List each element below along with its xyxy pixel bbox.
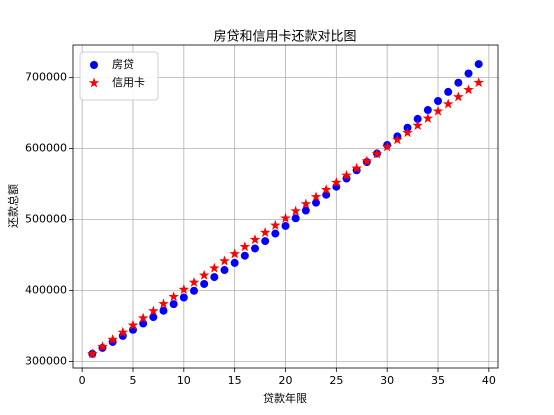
point	[169, 300, 178, 309]
point	[229, 248, 240, 259]
point	[464, 69, 473, 78]
point	[200, 279, 209, 288]
point	[87, 348, 98, 359]
point	[198, 269, 210, 280]
point	[463, 84, 474, 95]
point	[127, 319, 139, 330]
point	[444, 87, 453, 96]
point	[219, 255, 230, 266]
point	[168, 291, 179, 302]
x-tick-label: 5	[129, 374, 136, 387]
x-tick-label: 0	[79, 374, 86, 387]
point	[442, 98, 454, 109]
point	[291, 214, 300, 223]
y-axis-label: 还款总额	[6, 184, 20, 228]
point	[402, 127, 413, 138]
point	[158, 298, 169, 309]
point	[434, 97, 443, 106]
y-tick-label: 500000	[25, 213, 67, 226]
y-tick-label: 700000	[25, 71, 67, 84]
point	[210, 273, 219, 282]
point	[97, 341, 108, 352]
point	[453, 91, 464, 102]
legend-marker	[88, 77, 100, 88]
point	[270, 219, 281, 230]
point	[209, 262, 220, 273]
x-axis-label: 贷款年限	[263, 391, 307, 405]
y-tick-label: 600000	[25, 142, 67, 155]
y-tick-label: 400000	[25, 284, 67, 297]
point	[361, 155, 373, 166]
point	[117, 326, 129, 337]
point	[310, 191, 322, 202]
point	[188, 276, 200, 287]
point	[249, 234, 261, 245]
point	[240, 251, 249, 260]
point	[137, 312, 149, 323]
point	[239, 241, 251, 252]
point	[423, 106, 432, 115]
plot-frame	[72, 44, 499, 369]
point	[178, 284, 190, 295]
point	[331, 177, 342, 188]
point	[220, 266, 229, 275]
point	[280, 212, 291, 223]
legend-box	[79, 51, 159, 101]
x-tick-label: 25	[329, 374, 343, 387]
point	[371, 148, 383, 159]
point	[312, 198, 321, 207]
point	[230, 258, 239, 267]
point	[341, 169, 352, 180]
point	[301, 206, 310, 215]
point	[148, 305, 159, 316]
point	[422, 112, 434, 123]
point	[473, 77, 484, 88]
point	[281, 221, 290, 230]
point	[290, 205, 301, 216]
point	[454, 78, 463, 87]
point	[432, 105, 444, 116]
point	[189, 286, 198, 295]
x-tick-label: 30	[380, 374, 394, 387]
x-tick-label: 10	[177, 374, 191, 387]
point	[381, 141, 393, 152]
y-tick-label: 300000	[25, 355, 67, 368]
x-tick-label: 15	[228, 374, 242, 387]
point	[474, 60, 483, 69]
x-tick-label: 20	[279, 374, 293, 387]
point	[322, 190, 331, 199]
point	[392, 134, 403, 145]
point	[412, 120, 423, 130]
point	[179, 293, 188, 302]
point	[250, 244, 259, 253]
point	[139, 319, 148, 328]
legend-marker	[90, 61, 98, 69]
point	[320, 184, 332, 195]
point	[413, 114, 422, 123]
chart-title: 房贷和信用卡还款对比图	[213, 29, 356, 45]
point	[261, 237, 270, 246]
point	[159, 306, 168, 315]
point	[259, 227, 271, 237]
legend-label: 信用卡	[112, 76, 145, 89]
point	[351, 162, 362, 173]
point	[149, 313, 158, 322]
point	[271, 229, 280, 238]
legend-label: 房贷	[112, 57, 134, 71]
point	[300, 198, 312, 209]
point	[107, 334, 118, 344]
x-tick-label: 40	[482, 374, 496, 387]
x-tick-label: 35	[431, 374, 445, 387]
